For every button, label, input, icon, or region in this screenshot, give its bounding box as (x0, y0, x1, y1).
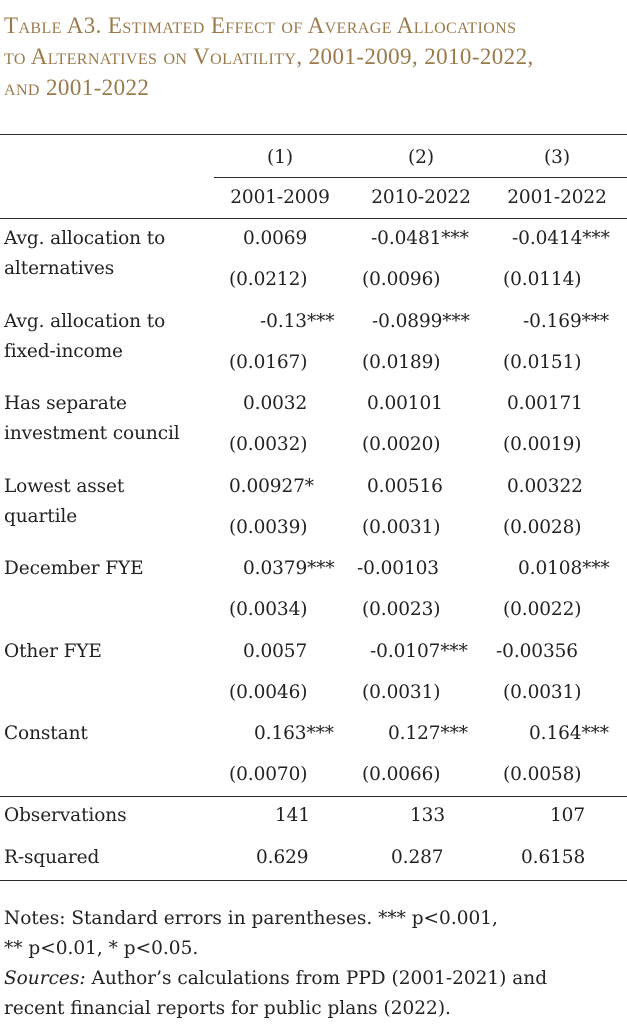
col-2-number: (2) (408, 147, 434, 168)
sources-label: Sources: (4, 968, 86, 989)
table-notes: Notes: Standard errors in parentheses. *… (4, 904, 619, 1024)
se-cell: (0.0151) (503, 352, 582, 373)
coef-cell: 0.00927* (229, 476, 314, 497)
col-1-period: 2001-2009 (230, 187, 330, 208)
coef-cell: -0.0481*** (371, 228, 469, 249)
coef-cell: -0.13*** (260, 311, 335, 332)
stat-cell: 0.287 (391, 847, 444, 868)
se-cell: (0.0031) (362, 682, 441, 703)
stat-cell: 133 (410, 805, 446, 826)
coef-cell: 0.00322 (507, 476, 583, 497)
row-label-cont: alternatives (4, 258, 115, 279)
row-label-cont: fixed-income (4, 341, 123, 362)
header-bottom-rule (0, 218, 627, 219)
coef-cell: 0.00101 (367, 393, 443, 414)
coef-cell: -0.00356 (496, 641, 578, 662)
se-cell: (0.0028) (503, 517, 582, 538)
se-cell: (0.0039) (229, 517, 308, 538)
row-label-cont: investment council (4, 423, 180, 444)
coef-cell: -0.0899*** (372, 311, 470, 332)
se-cell: (0.0023) (362, 599, 441, 620)
row-label: Other FYE (4, 641, 102, 662)
row-label: Avg. allocation to (4, 311, 166, 332)
sources-line-1: Sources: Author’s calculations from PPD … (4, 964, 619, 994)
notes-line-1: Notes: Standard errors in parentheses. *… (4, 908, 498, 929)
stat-cell: 141 (275, 805, 311, 826)
se-cell: (0.0020) (362, 434, 441, 455)
stat-label-r-squared: R-squared (4, 847, 100, 868)
coef-cell: -0.169*** (523, 311, 610, 332)
coef-cell: 0.0032 (243, 393, 308, 414)
se-cell: (0.0070) (229, 764, 308, 785)
title-line-2: to Alternatives on Volatility, 2001-2009… (4, 44, 534, 69)
coef-cell: 0.0379*** (243, 558, 335, 579)
coef-cell: 0.0069 (243, 228, 308, 249)
coef-cell: 0.127*** (388, 723, 468, 744)
coef-cell: 0.00171 (507, 393, 583, 414)
col-2-period: 2010-2022 (371, 187, 471, 208)
se-cell: (0.0058) (503, 764, 582, 785)
coef-cell: -0.0414*** (512, 228, 610, 249)
bottom-rule (0, 880, 627, 881)
se-cell: (0.0096) (362, 269, 441, 290)
coef-cell: 0.0057 (243, 641, 308, 662)
title-line-1: Table A3. Estimated Effect of Average Al… (4, 13, 517, 38)
stats-rule (0, 796, 627, 797)
coef-cell: 0.0108*** (518, 558, 610, 579)
se-cell: (0.0019) (503, 434, 582, 455)
col-1-number: (1) (267, 147, 293, 168)
coef-cell: 0.163*** (254, 723, 334, 744)
stat-cell: 107 (550, 805, 586, 826)
row-label: Has separate (4, 393, 127, 414)
col-3-period: 2001-2022 (507, 187, 607, 208)
coef-cell: -0.0107*** (370, 641, 468, 662)
se-cell: (0.0046) (229, 682, 308, 703)
se-cell: (0.0114) (503, 269, 582, 290)
coef-cell: 0.164*** (529, 723, 609, 744)
row-label-cont: quartile (4, 506, 78, 527)
col-3-number: (3) (544, 147, 570, 168)
row-label: December FYE (4, 558, 144, 579)
se-cell: (0.0189) (362, 352, 441, 373)
stat-cell: 0.629 (256, 847, 309, 868)
coef-cell: -0.00103 (357, 558, 439, 579)
stat-label-observations: Observations (4, 805, 127, 826)
se-cell: (0.0212) (229, 269, 308, 290)
se-cell: (0.0034) (229, 599, 308, 620)
se-cell: (0.0031) (503, 682, 582, 703)
top-rule (0, 134, 627, 135)
table-title: Table A3. Estimated Effect of Average Al… (4, 10, 619, 103)
se-cell: (0.0031) (362, 517, 441, 538)
sources-text: Author’s calculations from PPD (2001-202… (85, 968, 548, 989)
se-cell: (0.0032) (229, 434, 308, 455)
row-label: Lowest asset (4, 476, 125, 497)
header-rule (214, 177, 627, 178)
se-cell: (0.0066) (362, 764, 441, 785)
stat-cell: 0.6158 (521, 847, 586, 868)
row-label: Constant (4, 723, 88, 744)
row-label: Avg. allocation to (4, 228, 166, 249)
notes-line-2: ** p<0.01, * p<0.05. (4, 938, 199, 959)
coef-cell: 0.00516 (367, 476, 443, 497)
sources-line-2: recent financial reports for public plan… (4, 998, 451, 1019)
title-line-3: and 2001-2022 (4, 75, 150, 100)
se-cell: (0.0022) (503, 599, 582, 620)
se-cell: (0.0167) (229, 352, 308, 373)
